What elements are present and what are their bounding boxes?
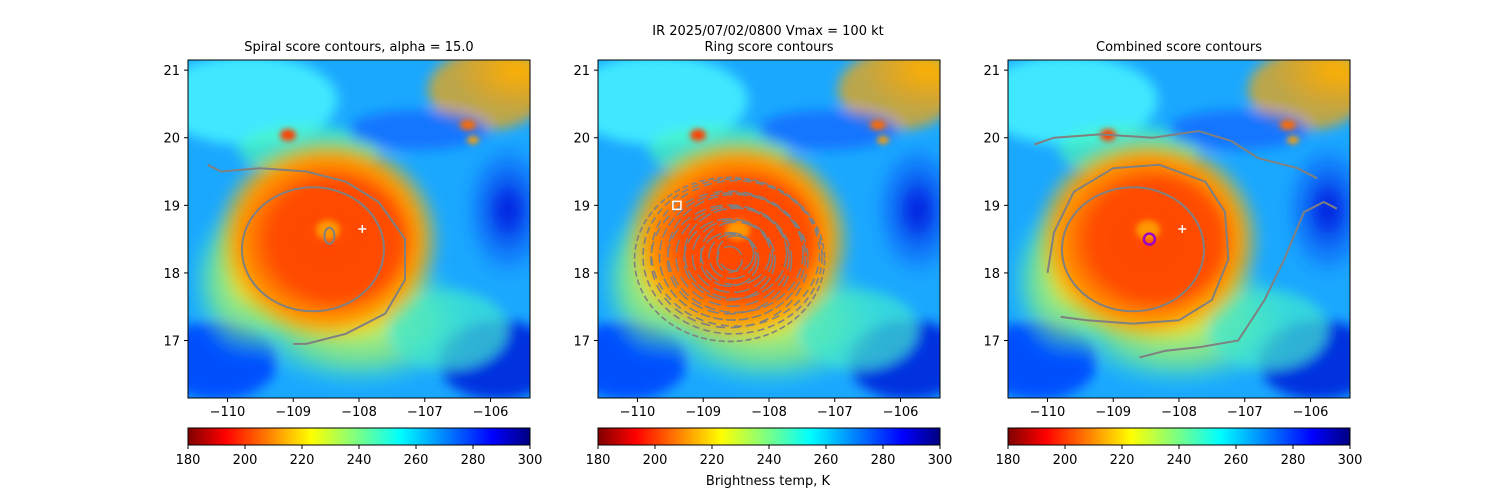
x-tick-label: −108	[1161, 405, 1197, 420]
colorbar-tick-label: 300	[928, 453, 953, 468]
colorbar-gradient	[597, 427, 941, 446]
colorbar-tick-label: 220	[700, 453, 725, 468]
ir-image	[158, 25, 588, 400]
figure-suptitle: IR 2025/07/02/0800 Vmax = 100 kt	[652, 24, 883, 39]
y-tick-label: 18	[163, 267, 180, 282]
colorbar-tick-label: 260	[404, 453, 429, 468]
colorbar: 180 200 220 240 260 280 300	[586, 427, 953, 468]
ring-contour	[683, 218, 776, 301]
colorbar-tick-label: 180	[996, 453, 1021, 468]
colorbar-gradient	[187, 427, 531, 446]
colorbar-tick-label: 200	[1053, 453, 1078, 468]
ir-image	[978, 25, 1408, 400]
center-plus-marker	[1178, 225, 1187, 233]
panel-title: Ring score contours	[704, 40, 833, 55]
ring-contour	[683, 207, 788, 300]
ring-contour	[650, 179, 821, 328]
x-tick-label: −107	[817, 405, 853, 420]
y-tick-label: 20	[573, 132, 590, 147]
y-tick-label: 19	[573, 199, 590, 214]
y-tick-label: 17	[163, 335, 180, 350]
colorbar-tick-label: 180	[586, 453, 611, 468]
colorbar-tick-label: 240	[757, 453, 782, 468]
x-tick-label: −106	[473, 405, 509, 420]
x-tick-label: −106	[883, 405, 919, 420]
ir-heatmap	[158, 25, 588, 400]
colorbar: 180 200 220 240 260 280 300	[996, 427, 1363, 468]
panel-title: Spiral score contours, alpha = 15.0	[244, 40, 473, 55]
colorbar-tick-label: 180	[176, 453, 201, 468]
colorbar-tick-label: 200	[233, 453, 258, 468]
colorbar-tick-label: 300	[518, 453, 543, 468]
contours	[1033, 129, 1338, 359]
y-tick-label: 21	[163, 64, 180, 79]
x-tick-label: −107	[1227, 405, 1263, 420]
colorbar-tick-label: 240	[1167, 453, 1192, 468]
x-tick-label: −107	[407, 405, 443, 420]
ring-contours	[633, 176, 826, 343]
inner-combined-contour	[1060, 186, 1205, 313]
outer-spiral-contour	[207, 163, 406, 345]
ir-heatmap	[978, 25, 1408, 400]
east-band-contour	[1139, 200, 1338, 359]
x-tick-label: −110	[1030, 405, 1066, 420]
panel-3: Combined score contours −110 −109 −108 −107 −…	[978, 25, 1408, 468]
x-tick-label: −108	[751, 405, 787, 420]
colorbar-tick-label: 300	[1338, 453, 1363, 468]
north-band-contour	[1033, 129, 1318, 180]
x-tick-label: −109	[685, 405, 721, 420]
colorbar-gradient	[1007, 427, 1351, 446]
ring-contour	[633, 176, 826, 343]
center-circle-marker	[1142, 232, 1157, 246]
x-tick-label: −109	[275, 405, 311, 420]
ring-contour	[675, 205, 790, 308]
center-plus-marker	[358, 225, 367, 233]
ring-contour	[708, 233, 757, 280]
ring-contour	[658, 192, 807, 321]
contours	[633, 176, 826, 343]
colorbar-tick-label: 260	[1224, 453, 1249, 468]
y-tick-label: 20	[983, 132, 1000, 147]
panel-title: Combined score contours	[1096, 40, 1262, 55]
x-tick-label: −110	[620, 405, 656, 420]
ring-contour	[716, 245, 743, 274]
panel-2: Ring score contours −110 −109 −108 −107 −106 1…	[573, 40, 953, 468]
y-tick-label: 20	[163, 132, 180, 147]
colorbar-tick-label: 200	[643, 453, 668, 468]
outer-combined-contour	[1046, 163, 1230, 325]
colorbar-tick-label: 240	[347, 453, 372, 468]
y-tick-label: 21	[573, 64, 590, 79]
colorbar-label: Brightness temp, K	[706, 474, 831, 489]
colorbar-tick-label: 280	[871, 453, 896, 468]
ring-contour	[699, 231, 760, 288]
y-tick-label: 18	[983, 267, 1000, 282]
eye-contour	[323, 226, 336, 245]
x-tick-label: −109	[1095, 405, 1131, 420]
y-tick-label: 21	[983, 64, 1000, 79]
y-tick-label: 18	[573, 267, 590, 282]
colorbar-tick-label: 280	[461, 453, 486, 468]
contours	[207, 163, 406, 345]
inner-spiral-contour	[240, 186, 385, 313]
colorbar: 180 200 220 240 260 280 300	[176, 427, 543, 468]
colorbar-tick-label: 280	[1281, 453, 1306, 468]
center-square-marker	[672, 200, 682, 211]
panel-1: Spiral score contours, alpha = 15.0 −110 −…	[158, 25, 588, 468]
colorbar-tick-label: 220	[1110, 453, 1135, 468]
x-tick-label: −110	[210, 405, 246, 420]
ring-contour	[666, 204, 793, 315]
y-tick-label: 19	[983, 199, 1000, 214]
ring-contour	[691, 219, 774, 294]
x-tick-label: −108	[341, 405, 377, 420]
colorbar-tick-label: 260	[814, 453, 839, 468]
y-tick-label: 17	[573, 335, 590, 350]
x-tick-label: −106	[1293, 405, 1329, 420]
y-tick-label: 17	[983, 335, 1000, 350]
ring-contour	[642, 178, 823, 335]
ring-contour	[650, 190, 809, 329]
y-tick-label: 19	[163, 199, 180, 214]
colorbar-tick-label: 220	[290, 453, 315, 468]
